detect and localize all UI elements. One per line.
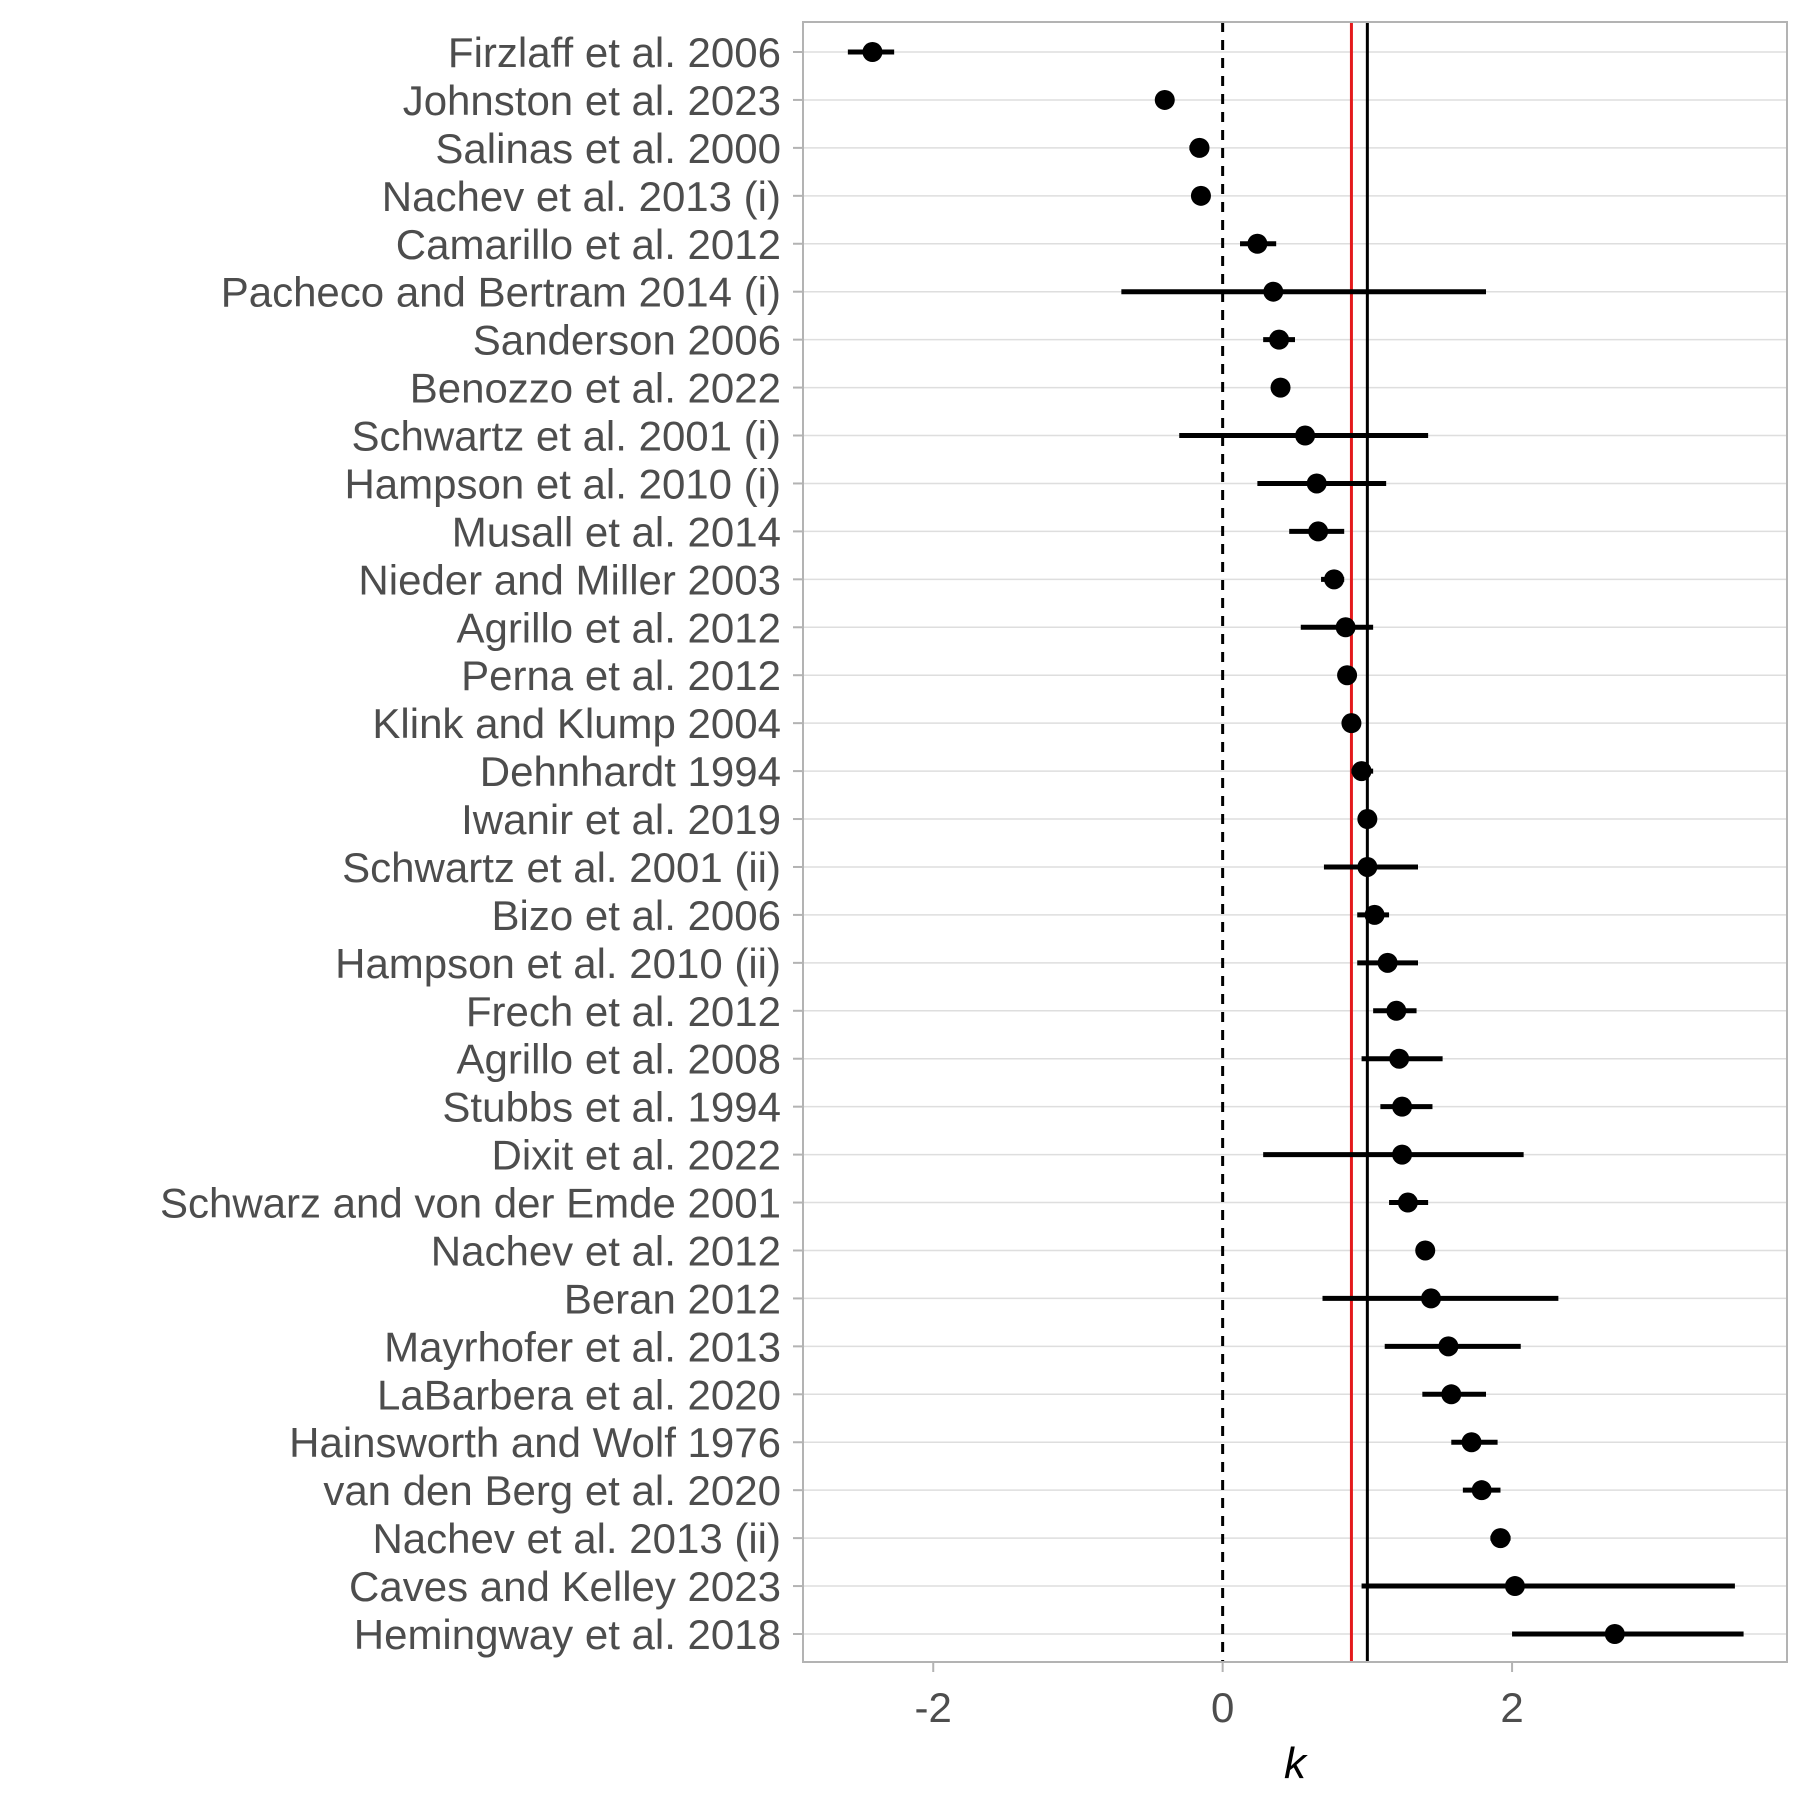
point-estimate [1306,473,1327,494]
study-label: Benozzo et al. 2022 [410,365,781,412]
study-label: Firzlaff et al. 2006 [448,29,781,76]
point-estimate [1351,761,1372,782]
point-estimate [1490,1528,1511,1549]
study-label: Sanderson 2006 [473,317,781,364]
study-label: Schwarz and von der Emde 2001 [160,1180,781,1227]
study-label: Nachev et al. 2012 [431,1227,781,1274]
point-estimate [1269,329,1290,350]
point-estimate [1357,856,1378,877]
study-label: Pacheco and Bertram 2014 (i) [221,269,781,316]
study-label: Beran 2012 [564,1275,781,1322]
study-label: Johnston et al. 2023 [403,77,781,124]
point-estimate [1295,425,1316,446]
point-estimate [1270,377,1291,398]
study-label: Nachev et al. 2013 (ii) [372,1515,781,1562]
point-estimate [1190,185,1211,206]
study-label: Frech et al. 2012 [466,988,781,1035]
study-label: Mayrhofer et al. 2013 [384,1323,781,1370]
study-label: Musall et al. 2014 [452,508,781,555]
x-tick-label: 0 [1211,1684,1234,1731]
study-label: Hampson et al. 2010 (ii) [335,940,781,987]
point-estimate [1438,1336,1459,1357]
study-label: Nachev et al. 2013 (i) [382,173,781,220]
point-estimate [1357,809,1378,830]
study-label: LaBarbera et al. 2020 [377,1371,781,1418]
study-label: Hampson et al. 2010 (i) [344,460,781,507]
point-estimate [1392,1144,1413,1165]
point-estimate [1263,281,1284,302]
reference-lines [1221,22,1369,1662]
point-estimate [1341,713,1362,734]
point-estimate [1377,952,1398,973]
study-label: Agrillo et al. 2008 [456,1036,781,1083]
study-label: Dixit et al. 2022 [492,1132,782,1179]
study-label: Bizo et al. 2006 [491,892,781,939]
study-label: Caves and Kelley 2023 [349,1563,781,1610]
study-label: van den Berg et al. 2020 [323,1467,781,1514]
point-estimate [1421,1288,1442,1309]
study-label: Hainsworth and Wolf 1976 [289,1419,781,1466]
study-label: Stubbs et al. 1994 [442,1084,781,1131]
x-tick-label: 2 [1500,1684,1523,1731]
point-estimate [1604,1624,1625,1644]
study-label: Camarillo et al. 2012 [396,221,781,268]
panel-border [802,21,1788,1663]
study-label: Hemingway et al. 2018 [354,1611,781,1658]
x-tick-label: -2 [915,1684,952,1731]
study-label: Schwartz et al. 2001 (ii) [342,844,781,891]
grid-layer [803,51,1787,1635]
x-axis-ticks: -2 0 2 [915,1662,1524,1731]
point-estimate [1364,904,1385,925]
x-axis-title: k [1284,1739,1308,1788]
point-estimate [1247,233,1268,254]
study-label: Salinas et al. 2000 [435,125,781,172]
point-estimate [1308,521,1329,542]
study-label: Iwanir et al. 2019 [461,796,781,843]
point-estimate [1335,617,1356,638]
point-estimate [1392,1096,1413,1117]
point-estimate [1471,1480,1492,1501]
point-estimate [1324,569,1345,590]
study-label: Klink and Klump 2004 [372,700,781,747]
point-estimate [862,42,883,62]
point-estimate [1504,1576,1525,1597]
point-estimate [1386,1000,1407,1021]
study-label: Agrillo et al. 2012 [456,604,781,651]
study-label: Dehnhardt 1994 [480,748,781,795]
point-estimate [1154,89,1175,110]
point-estimate [1189,137,1210,158]
point-estimate [1415,1240,1436,1261]
study-label: Perna et al. 2012 [461,652,781,699]
point-estimate [1397,1192,1418,1213]
point-estimate [1441,1384,1462,1405]
study-label: Schwartz et al. 2001 (i) [351,413,781,460]
point-estimate [1461,1432,1482,1453]
point-estimate [1389,1048,1410,1069]
point-estimate [1337,665,1358,686]
estimate-marks [847,42,1744,1644]
study-label: Nieder and Miller 2003 [358,556,781,603]
